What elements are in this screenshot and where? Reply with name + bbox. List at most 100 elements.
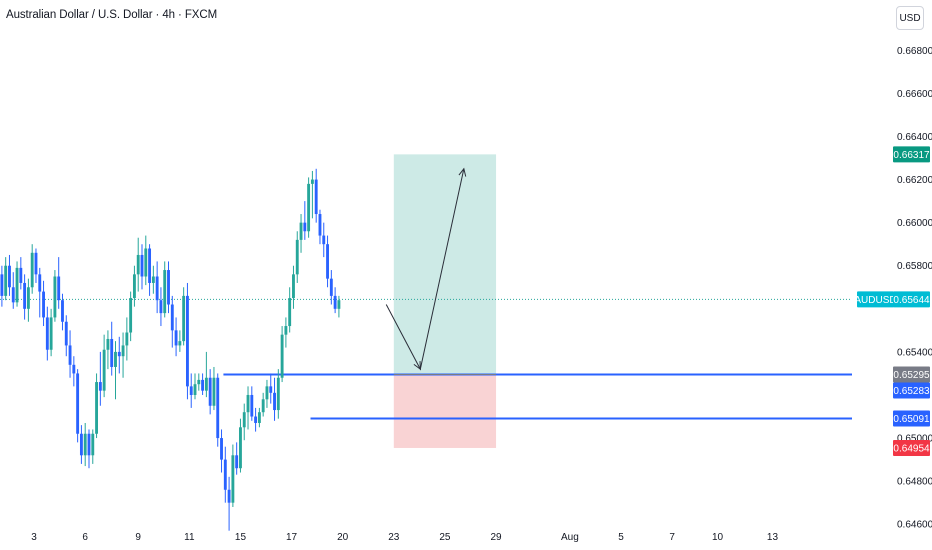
price-tags: AUDUSD 0.66317 0.65644 0.65295 0.65283 0.6509… — [854, 146, 930, 456]
candle-body — [23, 282, 27, 309]
candle-body — [117, 351, 121, 357]
y-axis: 0.66800 0.66600 0.66400 0.66200 0.66000 0.658… — [897, 46, 932, 531]
candle-body — [186, 295, 189, 387]
x-tick-label: 15 — [235, 532, 247, 543]
candle-body — [269, 386, 273, 393]
candle-body — [310, 179, 314, 184]
candle-body — [246, 394, 250, 413]
candle-body — [42, 291, 45, 318]
candle-body — [76, 373, 80, 434]
candle-body — [284, 326, 288, 335]
candle-body — [212, 377, 216, 406]
candle-body — [140, 254, 144, 277]
candle-body — [265, 386, 269, 400]
candle-body — [0, 274, 4, 296]
price-tag-label: 0.64954 — [893, 443, 930, 454]
candle-body — [182, 295, 186, 342]
candle-body — [95, 382, 98, 434]
candle-body — [110, 338, 114, 367]
candle-body — [189, 386, 193, 395]
candle-body — [45, 317, 49, 350]
stop-zone[interactable] — [393, 374, 497, 448]
candle-body — [303, 222, 307, 232]
y-tick-label: 0.66600 — [897, 89, 932, 100]
candle-body — [239, 427, 242, 469]
candle-body — [220, 438, 223, 460]
candle-body — [155, 276, 159, 301]
candle-body — [53, 276, 57, 318]
candle-body — [178, 341, 182, 346]
candle-body — [235, 455, 239, 469]
candle-body — [125, 332, 129, 346]
candle-body — [197, 379, 201, 385]
candle-body — [11, 287, 15, 303]
candle-body — [129, 298, 133, 333]
x-tick-label: 7 — [669, 532, 675, 543]
x-tick-label: 17 — [286, 532, 298, 543]
candle-body — [273, 392, 276, 411]
candle-body — [231, 455, 235, 503]
candle-body — [79, 433, 83, 456]
candle-body — [87, 433, 91, 456]
y-tick-label: 0.65400 — [897, 347, 932, 358]
candle-body — [318, 214, 322, 236]
candle-body — [174, 330, 178, 346]
candle-body — [144, 248, 148, 277]
candle-body — [333, 295, 337, 309]
candle-body — [136, 254, 140, 275]
candle-body — [83, 433, 87, 456]
candle-body — [159, 300, 163, 314]
candle-body — [114, 351, 117, 367]
y-tick-label: 0.64800 — [897, 477, 932, 488]
candle-body — [204, 377, 208, 391]
candle-body — [148, 248, 152, 283]
x-tick-label: 13 — [767, 532, 779, 543]
candle-body — [314, 179, 318, 215]
y-tick-label: 0.66400 — [897, 132, 932, 143]
candle-body — [254, 416, 258, 423]
y-tick-label: 0.65800 — [897, 261, 932, 272]
target-zone[interactable] — [393, 154, 497, 375]
symbol-tag — [857, 291, 894, 308]
candle-body — [227, 489, 231, 503]
candle-body — [257, 412, 261, 423]
candle-body — [132, 274, 136, 299]
candle-body — [91, 433, 95, 456]
price-tag-label: 0.65091 — [893, 414, 930, 425]
candle-body — [299, 222, 303, 240]
x-tick-label: 20 — [337, 532, 349, 543]
x-tick-label: 6 — [82, 532, 88, 543]
x-axis: 3 6 9 11 15 17 20 23 25 29 Aug 5 7 10 13 — [31, 532, 778, 543]
x-tick-label: 25 — [439, 532, 451, 543]
candle-body — [19, 267, 23, 283]
candle-body — [242, 412, 246, 428]
currency-button[interactable]: USD — [896, 6, 924, 30]
chart-title: Australian Dollar / U.S. Dollar · 4h · F… — [6, 9, 218, 21]
candle-body — [64, 321, 68, 346]
candle-body — [329, 278, 333, 296]
candle-body — [102, 349, 106, 391]
candle-body — [167, 270, 170, 305]
x-tick-label: 29 — [490, 532, 502, 543]
candle-body — [4, 265, 8, 296]
price-tag — [893, 439, 930, 456]
y-tick-label: 0.66200 — [897, 175, 932, 186]
candle-body — [68, 345, 72, 365]
candle-body — [292, 274, 295, 299]
price-tag — [893, 366, 930, 383]
x-tick-label: Aug — [561, 532, 579, 543]
arrow-head-up — [458, 167, 467, 177]
candle-body — [276, 377, 280, 411]
candle-body — [8, 265, 11, 288]
price-tag-label: 0.65644 — [893, 295, 930, 306]
price-tag — [893, 146, 930, 163]
candle-body — [261, 399, 265, 413]
y-tick-label: 0.65000 — [897, 434, 932, 445]
candle-body — [208, 377, 212, 406]
candles — [0, 168, 341, 531]
position-zones — [393, 154, 497, 448]
candle-body — [163, 270, 167, 314]
candle-body — [280, 334, 284, 378]
candle-body — [307, 183, 311, 232]
